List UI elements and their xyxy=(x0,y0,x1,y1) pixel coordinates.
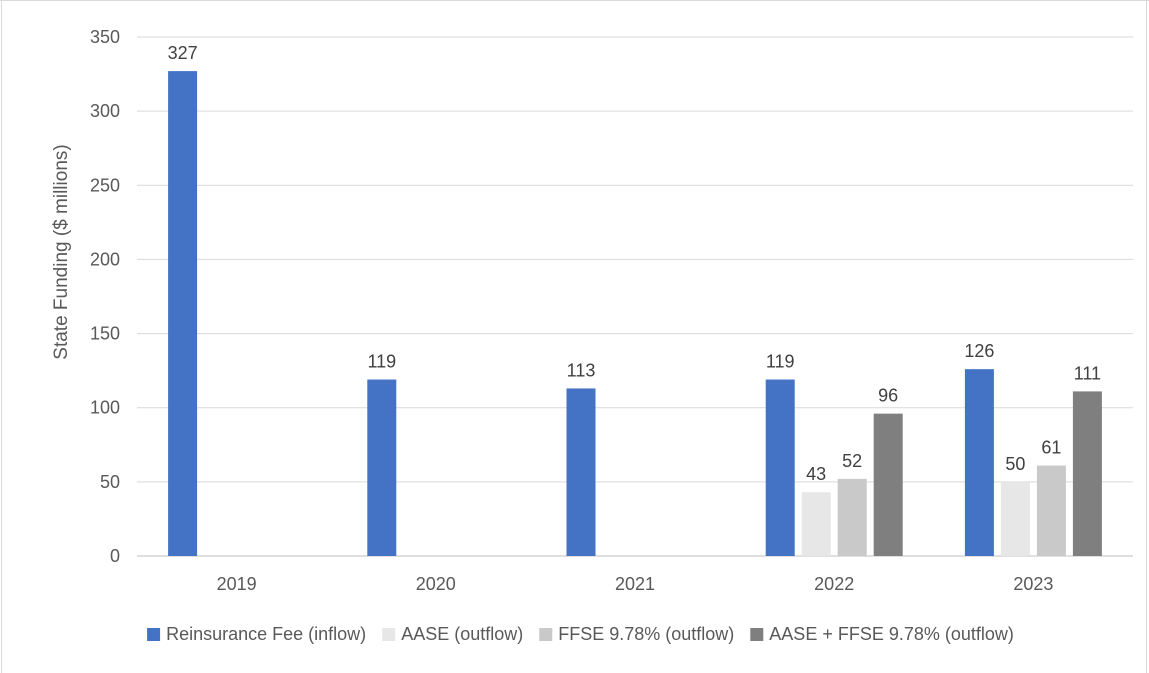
bar xyxy=(367,379,397,556)
legend: Reinsurance Fee (inflow) AASE (outflow) FF… xyxy=(147,624,1014,644)
data-label: 327 xyxy=(168,43,198,63)
legend-swatch xyxy=(382,628,396,641)
y-tick-label: 300 xyxy=(90,101,120,121)
bar xyxy=(801,492,831,556)
bar xyxy=(1036,465,1066,556)
legend-item: AASE (outflow) xyxy=(382,624,523,644)
bar xyxy=(964,369,994,556)
x-tick-label: 2023 xyxy=(1013,574,1053,594)
data-label: 111 xyxy=(1074,363,1101,383)
legend-swatch xyxy=(539,628,553,641)
bar xyxy=(765,379,795,556)
data-label: 50 xyxy=(1005,454,1025,474)
data-labels: 327 119 113 119 43 52 96 126 50 61 111 xyxy=(168,43,1102,484)
x-tick-label: 2022 xyxy=(814,574,854,594)
y-tick-label: 200 xyxy=(90,249,120,269)
legend-item: FFSE 9.78% (outflow) xyxy=(539,624,734,644)
y-axis-title: State Funding ($ millions) xyxy=(51,144,72,359)
bar xyxy=(837,478,867,556)
bar xyxy=(566,388,596,556)
y-tick-label: 0 xyxy=(110,546,120,566)
y-tick-label: 150 xyxy=(90,324,120,344)
bars xyxy=(168,71,1102,556)
bar xyxy=(1072,391,1102,556)
data-label: 126 xyxy=(964,341,994,361)
legend-label: Reinsurance Fee (inflow) xyxy=(166,624,366,644)
bar xyxy=(168,71,198,556)
y-tick-label: 50 xyxy=(100,472,120,492)
data-label: 113 xyxy=(567,360,596,380)
legend-swatch xyxy=(147,628,161,641)
data-label: 96 xyxy=(878,386,898,406)
data-label: 61 xyxy=(1041,438,1061,458)
data-label: 119 xyxy=(766,352,795,372)
legend-item: Reinsurance Fee (inflow) xyxy=(147,624,366,644)
legend-item: AASE + FFSE 9.78% (outflow) xyxy=(750,624,1014,644)
y-tick-label: 250 xyxy=(90,175,120,195)
legend-label: AASE + FFSE 9.78% (outflow) xyxy=(769,624,1014,644)
x-tick-label: 2020 xyxy=(416,574,456,594)
legend-swatch xyxy=(750,628,764,641)
legend-label: AASE (outflow) xyxy=(401,624,523,644)
x-tick-label: 2021 xyxy=(615,574,655,594)
y-tick-label: 350 xyxy=(90,27,120,47)
data-label: 52 xyxy=(842,451,862,471)
bar xyxy=(873,413,903,556)
x-tick-label: 2019 xyxy=(217,574,257,594)
gridlines xyxy=(137,36,1133,557)
legend-label: FFSE 9.78% (outflow) xyxy=(558,624,734,644)
data-label: 119 xyxy=(367,352,396,372)
data-label: 43 xyxy=(806,464,826,484)
y-tick-label: 100 xyxy=(90,398,120,418)
bar xyxy=(1000,481,1030,556)
